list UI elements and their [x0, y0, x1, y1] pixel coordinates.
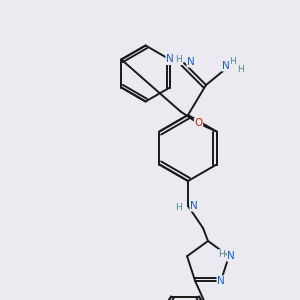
Text: H: H: [229, 58, 236, 67]
Text: N: N: [222, 61, 230, 71]
Text: H: H: [176, 56, 182, 64]
Text: H: H: [175, 203, 182, 212]
Text: H: H: [237, 64, 243, 74]
Text: O: O: [194, 118, 203, 128]
Text: N: N: [166, 55, 174, 64]
Text: N: N: [190, 201, 198, 211]
Text: N: N: [187, 57, 195, 67]
Text: N: N: [227, 251, 235, 261]
Text: N: N: [217, 276, 225, 286]
Text: H: H: [218, 250, 225, 259]
